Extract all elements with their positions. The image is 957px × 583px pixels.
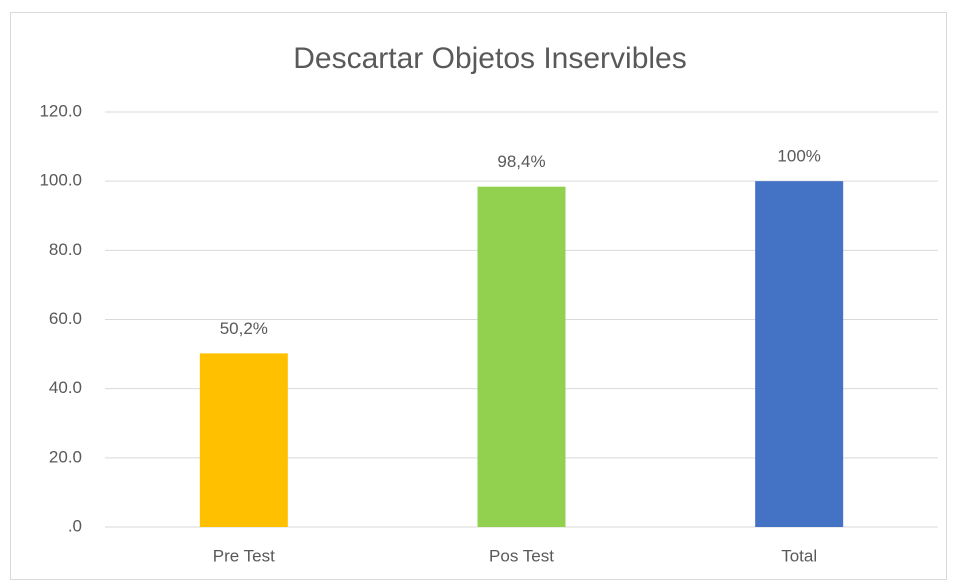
data-label: 100% [777, 147, 820, 166]
x-tick-label: Total [781, 546, 817, 565]
chart-title: Descartar Objetos Inservibles [293, 42, 687, 75]
x-tick-label: Pos Test [489, 546, 554, 565]
y-tick-label: 60.0 [49, 309, 82, 328]
y-tick-label: 20.0 [49, 447, 82, 466]
data-label: 98,4% [497, 152, 545, 171]
data-label: 50,2% [220, 319, 268, 338]
bar [477, 186, 566, 527]
bar [755, 181, 844, 527]
y-tick-label: 80.0 [49, 240, 82, 259]
y-tick-label: 40.0 [49, 378, 82, 397]
bar [199, 353, 288, 527]
y-tick-label: 120.0 [39, 101, 82, 120]
x-tick-label: Pre Test [213, 546, 275, 565]
y-tick-label: .0 [68, 516, 82, 535]
y-tick-label: 100.0 [39, 171, 82, 190]
